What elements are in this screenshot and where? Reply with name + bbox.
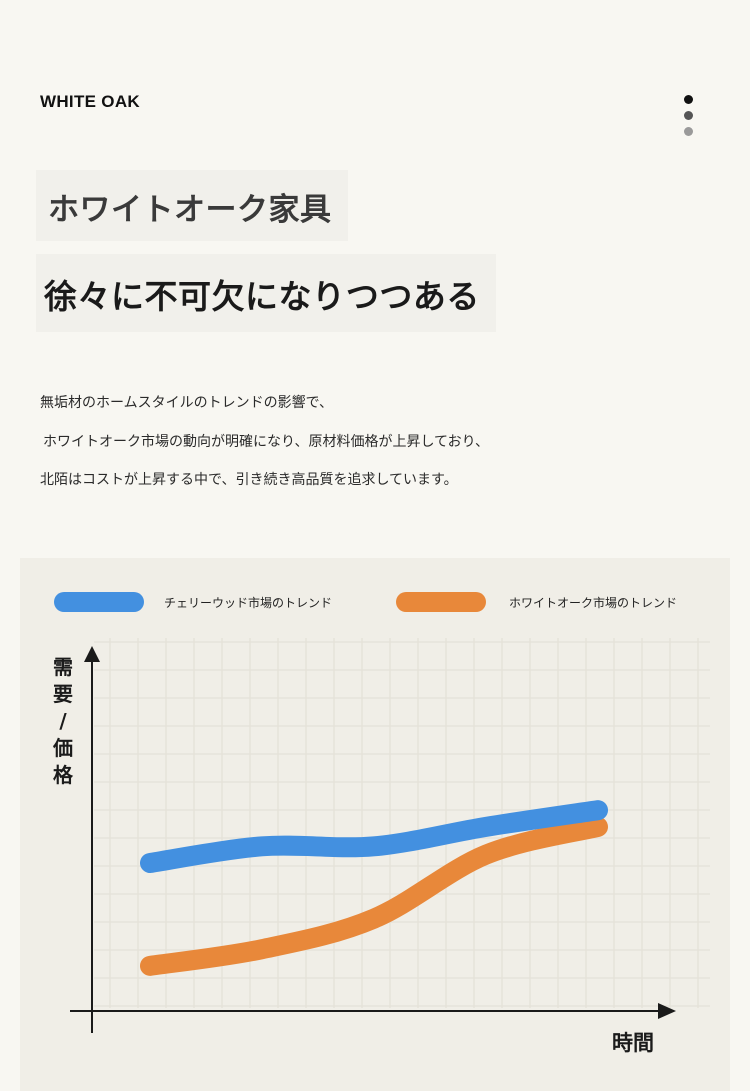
pager-dot-2[interactable] — [684, 111, 693, 120]
x-axis-label: 時間 — [612, 1031, 654, 1055]
description-line-2: ホワイトオーク市場の動向が明確になり、原材料価格が上昇しており、 — [43, 433, 490, 450]
y-axis-label-char: 格 — [53, 763, 73, 787]
y-axis-label-char: 価 — [53, 736, 73, 760]
pager-dot-1[interactable] — [684, 95, 693, 104]
y-axis-arrow-icon — [84, 646, 100, 662]
trend-chart: チェリーウッド市場のトレンド ホワイトオーク市場のトレンド 需 要 / 価 格 … — [20, 558, 730, 1091]
series-line-white-oak — [140, 816, 608, 976]
y-axis-label-char: / — [59, 709, 67, 733]
description-line-3: 北陌はコストが上昇する中で、引き続き高品質を追求しています。 — [40, 472, 458, 488]
heading-line-1: ホワイトオーク家具 — [36, 170, 348, 241]
description-paragraph: 無垢材のホームスタイルのトレンドの影響で、 ホワイトオーク市場の動向が明確になり… — [40, 390, 640, 506]
series-line-cherry — [140, 800, 608, 873]
legend-label-cherry: チェリーウッド市場のトレンド — [164, 596, 333, 610]
legend-label-white-oak: ホワイトオーク市場のトレンド — [509, 596, 678, 610]
pager-dot-3[interactable] — [684, 127, 693, 136]
page-indicator — [684, 95, 694, 143]
description-line-1: 無垢材のホームスタイルのトレンドの影響で、 — [40, 395, 334, 411]
chart-plot — [70, 638, 710, 1033]
y-axis-label-char: 需 — [53, 655, 73, 679]
heading-line-2: 徐々に不可欠になりつつある — [36, 254, 496, 332]
brand-logo: WHITE OAK — [40, 92, 140, 111]
legend-swatch-cherry — [54, 592, 144, 612]
x-axis-arrow-icon — [658, 1003, 676, 1019]
y-axis-label-char: 要 — [53, 682, 73, 706]
legend-swatch-white-oak — [396, 592, 486, 612]
y-axis-label: 需 要 / 価 格 — [50, 654, 76, 789]
